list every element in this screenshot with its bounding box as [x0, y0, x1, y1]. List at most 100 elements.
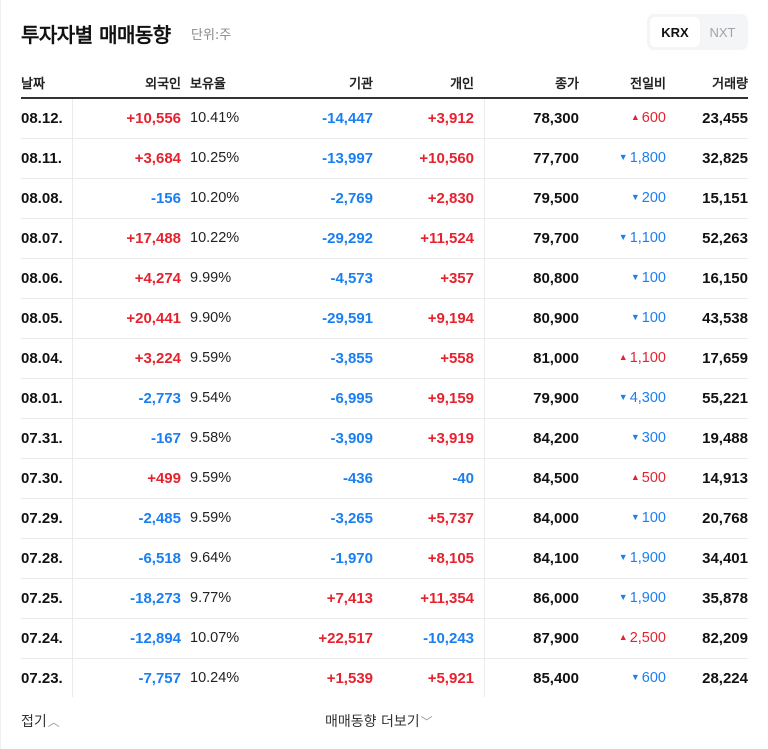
change-value: 300: [641, 430, 666, 446]
market-toggle: KRX NXT: [647, 14, 748, 50]
triangle-down-icon: ▼: [630, 512, 640, 522]
cell-foreign: -2,773: [138, 390, 181, 407]
cell-date: 07.31.: [21, 430, 63, 447]
collapse-button[interactable]: 접기︿: [21, 711, 60, 731]
triangle-down-icon: ▼: [630, 272, 640, 282]
cell-foreign: +20,441: [126, 310, 181, 327]
cell-ratio: 9.59%: [190, 510, 232, 526]
cell-change: ▼ 300: [631, 430, 666, 446]
cell-foreign: -167: [150, 430, 181, 447]
triangle-down-icon: ▼: [618, 592, 628, 602]
cell-individual: +2,830: [427, 190, 474, 207]
cell-institution: -29,292: [322, 230, 373, 247]
cell-foreign: +17,488: [126, 230, 181, 247]
col-header-ratio: 보유율: [190, 77, 226, 92]
cell-foreign: -2,485: [138, 510, 181, 527]
cell-ratio: 9.64%: [190, 550, 232, 566]
cell-ratio: 10.07%: [190, 630, 240, 646]
cell-change: ▼ 100: [631, 270, 666, 286]
cell-ratio: 9.99%: [190, 270, 232, 286]
cell-ratio: 10.41%: [190, 110, 240, 126]
cell-volume: 16,150: [702, 270, 748, 287]
cell-institution: -3,909: [330, 430, 373, 447]
cell-change: ▼ 1,800: [619, 150, 666, 166]
cell-date: 07.23.: [21, 670, 63, 687]
change-value: 100: [641, 510, 666, 526]
cell-foreign: +499: [147, 470, 181, 487]
col-header-close: 종가: [555, 77, 579, 92]
cell-close: 79,500: [533, 190, 579, 207]
change-value: 4,300: [629, 390, 666, 406]
cell-foreign: +3,684: [134, 150, 181, 167]
cell-institution: -14,447: [322, 110, 373, 127]
cell-institution: -436: [342, 470, 373, 487]
cell-institution: -1,970: [330, 550, 373, 567]
cell-date: 08.05.: [21, 310, 63, 327]
table-row: 08.01. -2,773 9.54% -6,995 +9,159 79,900 ▼ 4,30…: [21, 379, 748, 419]
cell-ratio: 10.25%: [190, 150, 240, 166]
cell-individual: +11,524: [420, 230, 474, 247]
col-header-individual: 개인: [450, 77, 474, 92]
cell-volume: 55,221: [702, 390, 748, 407]
cell-institution: -13,997: [322, 150, 373, 167]
triangle-up-icon: ▲: [618, 352, 628, 362]
cell-close: 80,900: [533, 310, 579, 327]
cell-ratio: 9.58%: [190, 430, 232, 446]
cell-change: ▲ 500: [631, 470, 666, 486]
cell-close: 87,900: [533, 630, 579, 647]
cell-close: 79,700: [533, 230, 579, 247]
toggle-nxt[interactable]: NXT: [709, 24, 736, 40]
triangle-up-icon: ▲: [630, 112, 640, 122]
cell-volume: 52,263: [702, 230, 748, 247]
cell-volume: 35,878: [702, 590, 748, 607]
cell-ratio: 9.59%: [190, 350, 232, 366]
cell-change: ▼ 4,300: [619, 390, 666, 406]
cell-change: ▼ 1,900: [619, 590, 666, 606]
cell-individual: -40: [452, 470, 474, 487]
cell-date: 08.08.: [21, 190, 63, 207]
cell-ratio: 10.20%: [190, 190, 240, 206]
change-value: 1,100: [629, 350, 666, 366]
col-header-institution: 기관: [349, 77, 373, 92]
change-value: 1,800: [629, 150, 666, 166]
cell-individual: +8,105: [427, 550, 474, 567]
triangle-down-icon: ▼: [630, 312, 640, 322]
cell-foreign: +3,224: [134, 350, 181, 367]
table-row: 08.07. +17,488 10.22% -29,292 +11,524 79,700 ▼…: [21, 219, 748, 259]
table-row: 07.30. +499 9.59% -436 -40 84,500 ▲ 500 14,913: [21, 459, 748, 499]
cell-ratio: 9.59%: [190, 470, 232, 486]
cell-individual: +11,354: [420, 590, 474, 607]
cell-individual: -10,243: [423, 630, 474, 647]
cell-institution: -2,769: [330, 190, 373, 207]
left-edge-border: [0, 0, 1, 749]
toggle-krx[interactable]: KRX: [650, 17, 700, 47]
change-value: 2,500: [629, 630, 666, 646]
cell-institution: +7,413: [326, 590, 373, 607]
cell-change: ▲ 1,100: [619, 350, 666, 366]
cell-volume: 43,538: [702, 310, 748, 327]
more-trading-button[interactable]: 매매동향 더보기﹀: [325, 711, 433, 731]
cell-date: 07.30.: [21, 470, 63, 487]
cell-volume: 82,209: [702, 630, 748, 647]
cell-volume: 15,151: [702, 190, 748, 207]
cell-date: 07.29.: [21, 510, 63, 527]
cell-close: 84,200: [533, 430, 579, 447]
column-divider-date: [72, 99, 73, 697]
col-header-change: 전일비: [630, 77, 666, 92]
triangle-up-icon: ▲: [618, 632, 628, 642]
cell-institution: -3,855: [330, 350, 373, 367]
cell-foreign: -12,894: [130, 630, 181, 647]
triangle-down-icon: ▼: [618, 392, 628, 402]
cell-ratio: 10.24%: [190, 670, 240, 686]
table-row: 08.12. +10,556 10.41% -14,447 +3,912 78,300 ▲ 6…: [21, 99, 748, 139]
cell-foreign: -156: [150, 190, 181, 207]
triangle-down-icon: ▼: [630, 192, 640, 202]
chevron-down-icon: ﹀: [420, 715, 433, 729]
col-header-date: 날짜: [21, 77, 45, 92]
cell-change: ▼ 1,100: [619, 230, 666, 246]
unit-label: 단위:주: [191, 28, 232, 43]
table-row: 07.23. -7,757 10.24% +1,539 +5,921 85,400 ▼ 600…: [21, 659, 748, 699]
cell-date: 08.04.: [21, 350, 63, 367]
table-footer: 접기︿ 매매동향 더보기﹀: [21, 711, 748, 735]
cell-individual: +5,921: [427, 670, 474, 687]
